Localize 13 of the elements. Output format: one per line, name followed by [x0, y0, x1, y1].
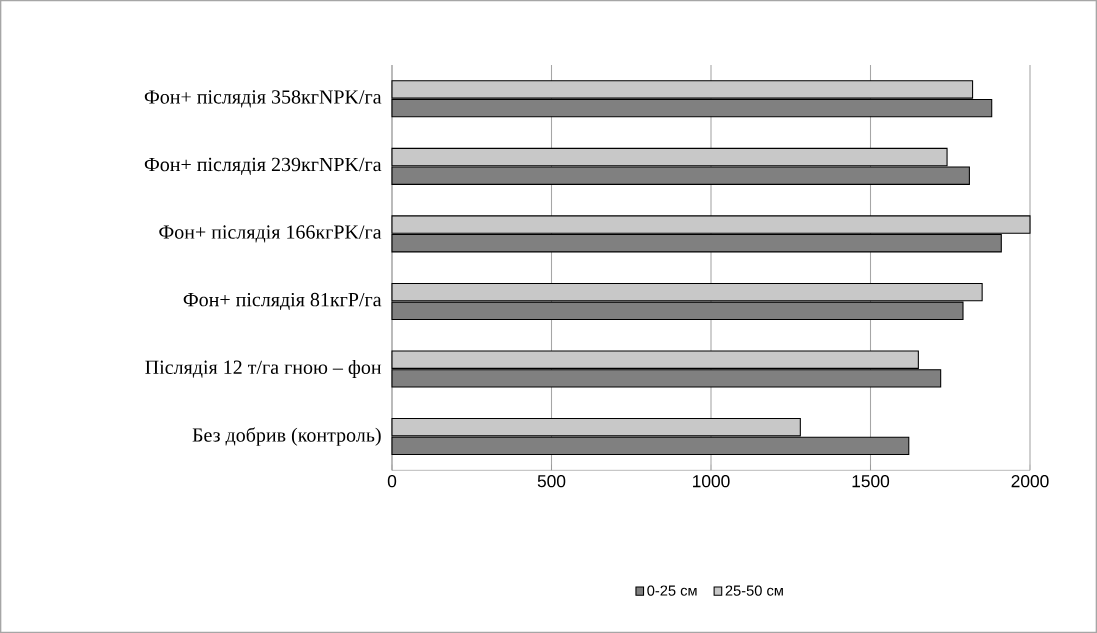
- y-tick-label: Без добрив (контроль): [192, 427, 381, 446]
- x-tick-label: 500: [537, 475, 566, 488]
- y-tick-label: Фон+ післядія 239кгNPK/га: [144, 157, 382, 175]
- y-tick-label: Фон+ післядія 358кгNPK/га: [144, 90, 382, 108]
- x-tick-label: 1000: [693, 475, 730, 488]
- y-tick-label: Фон+ післядія 166кгPK/га: [159, 225, 382, 243]
- x-tick-label: 0: [387, 475, 397, 488]
- y-tick-label: Післядія 12 т/га гною – фон: [145, 359, 382, 379]
- x-tick-label: 2000: [1011, 475, 1049, 488]
- y-tick-label: Фон+ післядія 81кгP/га: [183, 292, 382, 311]
- legend-label: 25-50 см: [725, 585, 783, 596]
- x-tick-label: 1500: [852, 475, 890, 488]
- legend-label: 0-25 см: [647, 585, 697, 596]
